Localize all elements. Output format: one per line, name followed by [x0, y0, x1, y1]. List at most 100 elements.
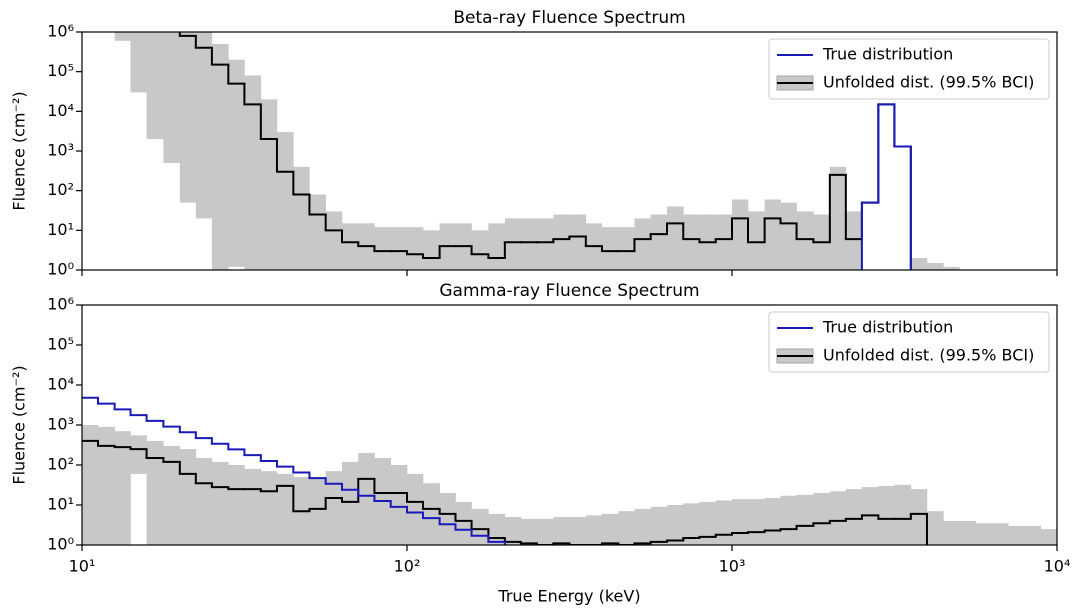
- legend-box: [768, 311, 1050, 373]
- credible-band: [407, 227, 424, 270]
- y-tick-label: 10⁴: [47, 101, 74, 120]
- credible-band: [845, 489, 863, 545]
- credible-band: [796, 211, 814, 270]
- plot-area: [82, 396, 1057, 545]
- y-tick-label: 10⁶: [47, 22, 74, 41]
- legend: True distribution Unfolded dist. (99.5% B…: [768, 311, 1050, 373]
- credible-band: [228, 465, 245, 545]
- credible-band: [585, 515, 603, 545]
- credible-band: [747, 499, 765, 545]
- credible-band: [407, 473, 424, 545]
- credible-band: [959, 520, 976, 545]
- credible-band: [699, 214, 717, 270]
- credible-band: [1008, 525, 1025, 545]
- x-tick-label: 10⁴: [1044, 557, 1071, 576]
- credible-band: [130, 435, 147, 474]
- x-tick-label: 10¹: [69, 557, 96, 576]
- credible-band: [829, 166, 847, 270]
- credible-band: [796, 494, 814, 545]
- credible-band: [504, 218, 522, 270]
- credible-band: [943, 520, 960, 545]
- credible-band: [764, 497, 781, 545]
- credible-band: [244, 468, 262, 545]
- credible-band: [910, 258, 928, 270]
- credible-band: [293, 477, 310, 545]
- credible-band: [309, 477, 326, 545]
- credible-band: [732, 499, 749, 545]
- credible-band: [179, 32, 197, 203]
- credible-band: [829, 491, 847, 545]
- credible-band: [504, 517, 522, 545]
- credible-band: [146, 32, 164, 140]
- credible-band: [536, 518, 554, 545]
- credible-band: [910, 489, 928, 545]
- credible-band: [130, 32, 147, 93]
- credible-band: [422, 483, 440, 545]
- credible-band: [195, 32, 213, 219]
- y-tick-label: 10¹: [47, 495, 74, 514]
- x-tick-label: 10³: [719, 557, 746, 576]
- credible-band: [683, 214, 700, 270]
- credible-band: [650, 214, 668, 270]
- credible-band: [715, 214, 733, 270]
- credible-band: [228, 59, 245, 267]
- axes-title: Beta-ray Fluence Spectrum: [453, 8, 685, 28]
- credible-band: [293, 166, 310, 270]
- credible-band: [601, 227, 619, 270]
- credible-band: [163, 32, 181, 163]
- legend-label: Unfolded dist. (99.5% BCI): [823, 346, 1034, 365]
- y-axis-label: Fluence (cm⁻²): [10, 365, 29, 484]
- credible-band: [715, 500, 733, 545]
- credible-band: [569, 517, 587, 545]
- credible-band: [260, 471, 278, 545]
- credible-band: [260, 99, 278, 270]
- credible-band: [342, 223, 359, 270]
- credible-band: [374, 457, 392, 545]
- credible-band: [374, 227, 392, 270]
- legend: True distribution Unfolded dist. (99.5% B…: [768, 38, 1050, 100]
- x-axis-label: True Energy (keV): [497, 587, 640, 606]
- credible-band: [114, 32, 131, 41]
- credible-band: [813, 492, 831, 545]
- credible-band: [732, 199, 749, 270]
- credible-band: [276, 132, 294, 270]
- credible-band: [683, 503, 700, 545]
- credible-band: [618, 511, 635, 545]
- y-tick-label: 10³: [47, 141, 74, 160]
- y-tick-label: 10¹: [47, 220, 74, 239]
- credible-band: [195, 457, 213, 545]
- credible-band: [455, 501, 472, 545]
- axes-title: Gamma-ray Fluence Spectrum: [439, 281, 699, 301]
- credible-band: [390, 465, 408, 545]
- x-tick-label: 10²: [394, 557, 421, 576]
- credible-band: [211, 43, 229, 270]
- credible-band: [342, 461, 359, 545]
- credible-band: [309, 194, 326, 270]
- credible-band: [439, 492, 456, 545]
- legend-box: [768, 38, 1050, 100]
- legend-label: True distribution: [822, 45, 953, 64]
- y-tick-label: 10⁰: [47, 535, 74, 554]
- credible-band: [82, 425, 99, 545]
- plot-area: [114, 32, 960, 270]
- y-tick-label: 10⁰: [47, 260, 74, 279]
- credible-band: [861, 487, 879, 545]
- credible-band: [471, 230, 489, 270]
- credible-band: [97, 426, 115, 545]
- credible-band: [536, 218, 554, 270]
- credible-band: [325, 471, 343, 545]
- credible-band: [943, 266, 960, 270]
- credible-band: [553, 214, 570, 270]
- credible-band: [975, 523, 993, 545]
- credible-band: [471, 508, 489, 545]
- credible-band: [878, 485, 895, 545]
- credible-band: [618, 227, 635, 270]
- credible-band: [114, 431, 131, 545]
- credible-band: [780, 495, 797, 545]
- credible-band: [276, 473, 294, 545]
- credible-band: [179, 449, 197, 545]
- credible-band: [780, 202, 797, 270]
- credible-band: [553, 517, 570, 545]
- credible-band: [634, 218, 651, 270]
